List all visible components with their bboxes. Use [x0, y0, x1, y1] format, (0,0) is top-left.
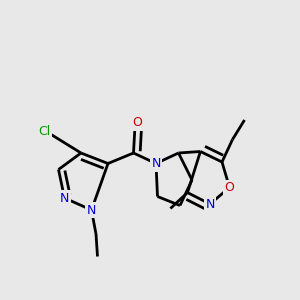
Text: N: N	[87, 203, 96, 217]
Text: Cl: Cl	[38, 125, 50, 138]
Text: O: O	[133, 116, 142, 130]
Text: N: N	[151, 157, 161, 170]
Text: N: N	[60, 191, 69, 205]
Text: N: N	[205, 197, 215, 211]
Text: O: O	[225, 181, 234, 194]
